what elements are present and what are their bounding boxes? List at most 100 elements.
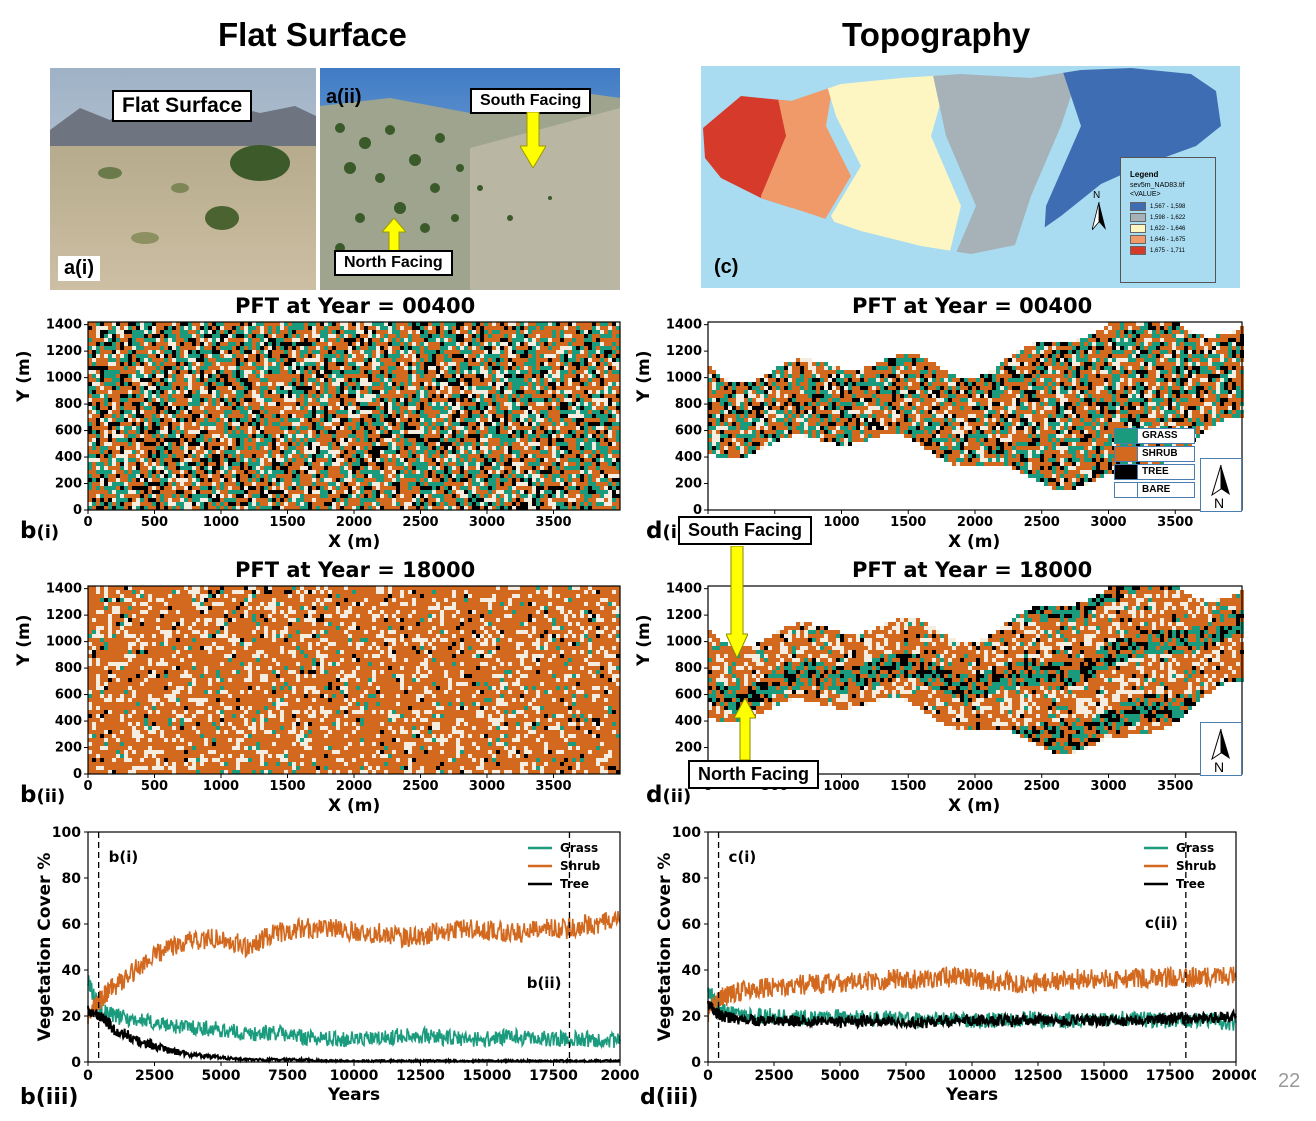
dem-legend-swatch bbox=[1130, 202, 1146, 211]
pft-map-di: 0500100015002000250030003500020040060080… bbox=[666, 318, 1244, 530]
pft-xtick-label: 500 bbox=[141, 779, 168, 794]
pft-di-ylabel: Y (m) bbox=[634, 350, 654, 402]
dem-legend-title: Legend bbox=[1130, 170, 1159, 179]
dem-legend-row: 1,646 - 1,675 bbox=[1130, 234, 1215, 245]
dem-legend-range: 1,675 - 1,711 bbox=[1150, 247, 1185, 254]
pft-ytick-label: 600 bbox=[675, 424, 702, 439]
pft-ytick-label: 1400 bbox=[46, 582, 82, 597]
pft-xtick-label: 1500 bbox=[890, 515, 926, 530]
ytick-label: 100 bbox=[672, 825, 701, 841]
flat-surface-overlay-label: Flat Surface bbox=[112, 90, 253, 122]
pft-ytick-label: 400 bbox=[55, 714, 82, 729]
pft-bii-panel-sub: (ii) bbox=[36, 786, 66, 807]
pft-legend-item: SHRUB bbox=[1114, 445, 1195, 463]
ytick-label: 20 bbox=[682, 1009, 702, 1025]
pft-dii-panel-letter: d bbox=[646, 782, 663, 808]
south-arrow-icon bbox=[520, 112, 546, 168]
pft-dii-panel-label: d(ii) bbox=[646, 782, 691, 808]
pft-legend-swatch bbox=[1114, 446, 1138, 462]
pft-ytick-label: 400 bbox=[675, 714, 702, 729]
pft-ytick-label: 1200 bbox=[46, 344, 82, 359]
dem-legend-swatch bbox=[1130, 235, 1146, 244]
dem-legend-layer: sev5m_NAD83.tif bbox=[1130, 182, 1185, 189]
pft-ytick-label: 1200 bbox=[666, 608, 702, 623]
pft-ytick-label: 0 bbox=[693, 503, 702, 518]
ytick-label: 0 bbox=[691, 1055, 701, 1071]
pft-ytick-label: 400 bbox=[55, 450, 82, 465]
xtick-label: 12500 bbox=[396, 1068, 445, 1084]
pft-north-arrow-icon-di bbox=[1211, 464, 1230, 497]
pft-ytick-label: 1000 bbox=[666, 635, 702, 650]
d-north-arrow-icon bbox=[734, 698, 756, 760]
pft-north-box-di: N bbox=[1200, 458, 1242, 512]
xtick-label: 2000 bbox=[601, 1068, 640, 1084]
pft-ytick-label: 600 bbox=[55, 688, 82, 703]
legend-label: Grass bbox=[560, 841, 598, 855]
pft-dii-panel-sub: (ii) bbox=[662, 786, 692, 807]
pft-cells bbox=[708, 322, 1244, 490]
pft-cells bbox=[708, 586, 1244, 754]
pft-bi-panel-sub: (i) bbox=[36, 522, 60, 543]
south-facing-label: South Facing bbox=[470, 88, 592, 114]
pft-ytick-label: 0 bbox=[73, 503, 82, 518]
pft-legend-label: BARE bbox=[1138, 482, 1195, 498]
pft-legend-label: GRASS bbox=[1138, 428, 1195, 444]
pft-xtick-label: 500 bbox=[141, 515, 168, 530]
heading-flat-surface: Flat Surface bbox=[218, 16, 407, 53]
pft-bi-panel-letter: b bbox=[20, 518, 37, 544]
pft-ytick-label: 200 bbox=[55, 741, 82, 756]
pft-xtick-label: 3500 bbox=[535, 779, 571, 794]
photo-ai-label: a(i) bbox=[58, 256, 100, 281]
dem-legend-range: 1,567 - 1,598 bbox=[1150, 203, 1186, 210]
dem-legend: Legend sev5m_NAD83.tif <VALUE> 1,567 - 1… bbox=[1120, 157, 1216, 283]
pft-north-arrow-icon-dii bbox=[1211, 728, 1230, 761]
pft-xtick-label: 1500 bbox=[269, 779, 305, 794]
pft-bii-ylabel: Y (m) bbox=[14, 614, 34, 666]
pft-xtick-label: 3000 bbox=[469, 779, 505, 794]
pft-map-dii: 0500100015002000250030003500020040060080… bbox=[666, 582, 1244, 794]
legend-label: Grass bbox=[1176, 841, 1214, 855]
dem-legend-row: 1,675 - 1,711 bbox=[1130, 245, 1215, 256]
heading-topography: Topography bbox=[842, 16, 1031, 53]
pft-ytick-label: 1000 bbox=[46, 371, 82, 386]
pft-xtick-label: 1500 bbox=[269, 515, 305, 530]
pft-ytick-label: 1400 bbox=[46, 318, 82, 333]
page-number: 22 bbox=[1278, 1070, 1301, 1092]
dem-legend-swatch bbox=[1130, 246, 1146, 255]
xtick-label: 7500 bbox=[268, 1068, 307, 1084]
pft-bi-title: PFT at Year = 00400 bbox=[235, 294, 476, 318]
pft-legend-item: BARE bbox=[1114, 481, 1195, 499]
pft-north-label-di: N bbox=[1214, 495, 1225, 511]
dem-legend-row: 1,622 - 1,646 bbox=[1130, 223, 1215, 234]
pft-bii-xlabel: X (m) bbox=[328, 796, 381, 816]
pft-xtick-label: 2000 bbox=[957, 779, 993, 794]
pft-xtick-label: 1000 bbox=[203, 515, 239, 530]
ytick-label: 100 bbox=[52, 825, 81, 841]
pft-dii-ylabel: Y (m) bbox=[634, 614, 654, 666]
marker-label: b(ii) bbox=[527, 974, 562, 992]
xtick-label: 10000 bbox=[948, 1068, 997, 1084]
pft-ytick-label: 400 bbox=[675, 450, 702, 465]
pft-ytick-label: 1400 bbox=[666, 582, 702, 597]
dem-legend-swatch bbox=[1130, 224, 1146, 233]
xtick-label: 20000 bbox=[1212, 1068, 1256, 1084]
d-north-facing-label: North Facing bbox=[688, 760, 819, 789]
d-south-facing-label: South Facing bbox=[678, 516, 812, 545]
legend-label: Tree bbox=[1176, 877, 1205, 891]
pft-ytick-label: 200 bbox=[55, 477, 82, 492]
xtick-label: 2500 bbox=[755, 1068, 794, 1084]
dem-legend-rows: 1,567 - 1,598 1,598 - 1,622 1,622 - 1,646 1… bbox=[1130, 201, 1215, 256]
pft-xtick-label: 2500 bbox=[402, 779, 438, 794]
ytick-label: 40 bbox=[682, 963, 702, 979]
pft-xtick-label: 2000 bbox=[336, 779, 372, 794]
xtick-label: 17500 bbox=[1146, 1068, 1195, 1084]
xtick-label: 15000 bbox=[463, 1068, 512, 1084]
pft-north-label-dii: N bbox=[1214, 759, 1225, 775]
x-axis-label: Years bbox=[945, 1085, 998, 1105]
pft-legend-swatch bbox=[1114, 482, 1138, 498]
pft-ytick-label: 800 bbox=[675, 661, 702, 676]
d-south-arrow-icon bbox=[726, 546, 748, 658]
pft-legend-item: TREE bbox=[1114, 463, 1195, 481]
pft-xtick-label: 3500 bbox=[1157, 779, 1193, 794]
xtick-label: 12500 bbox=[1014, 1068, 1063, 1084]
